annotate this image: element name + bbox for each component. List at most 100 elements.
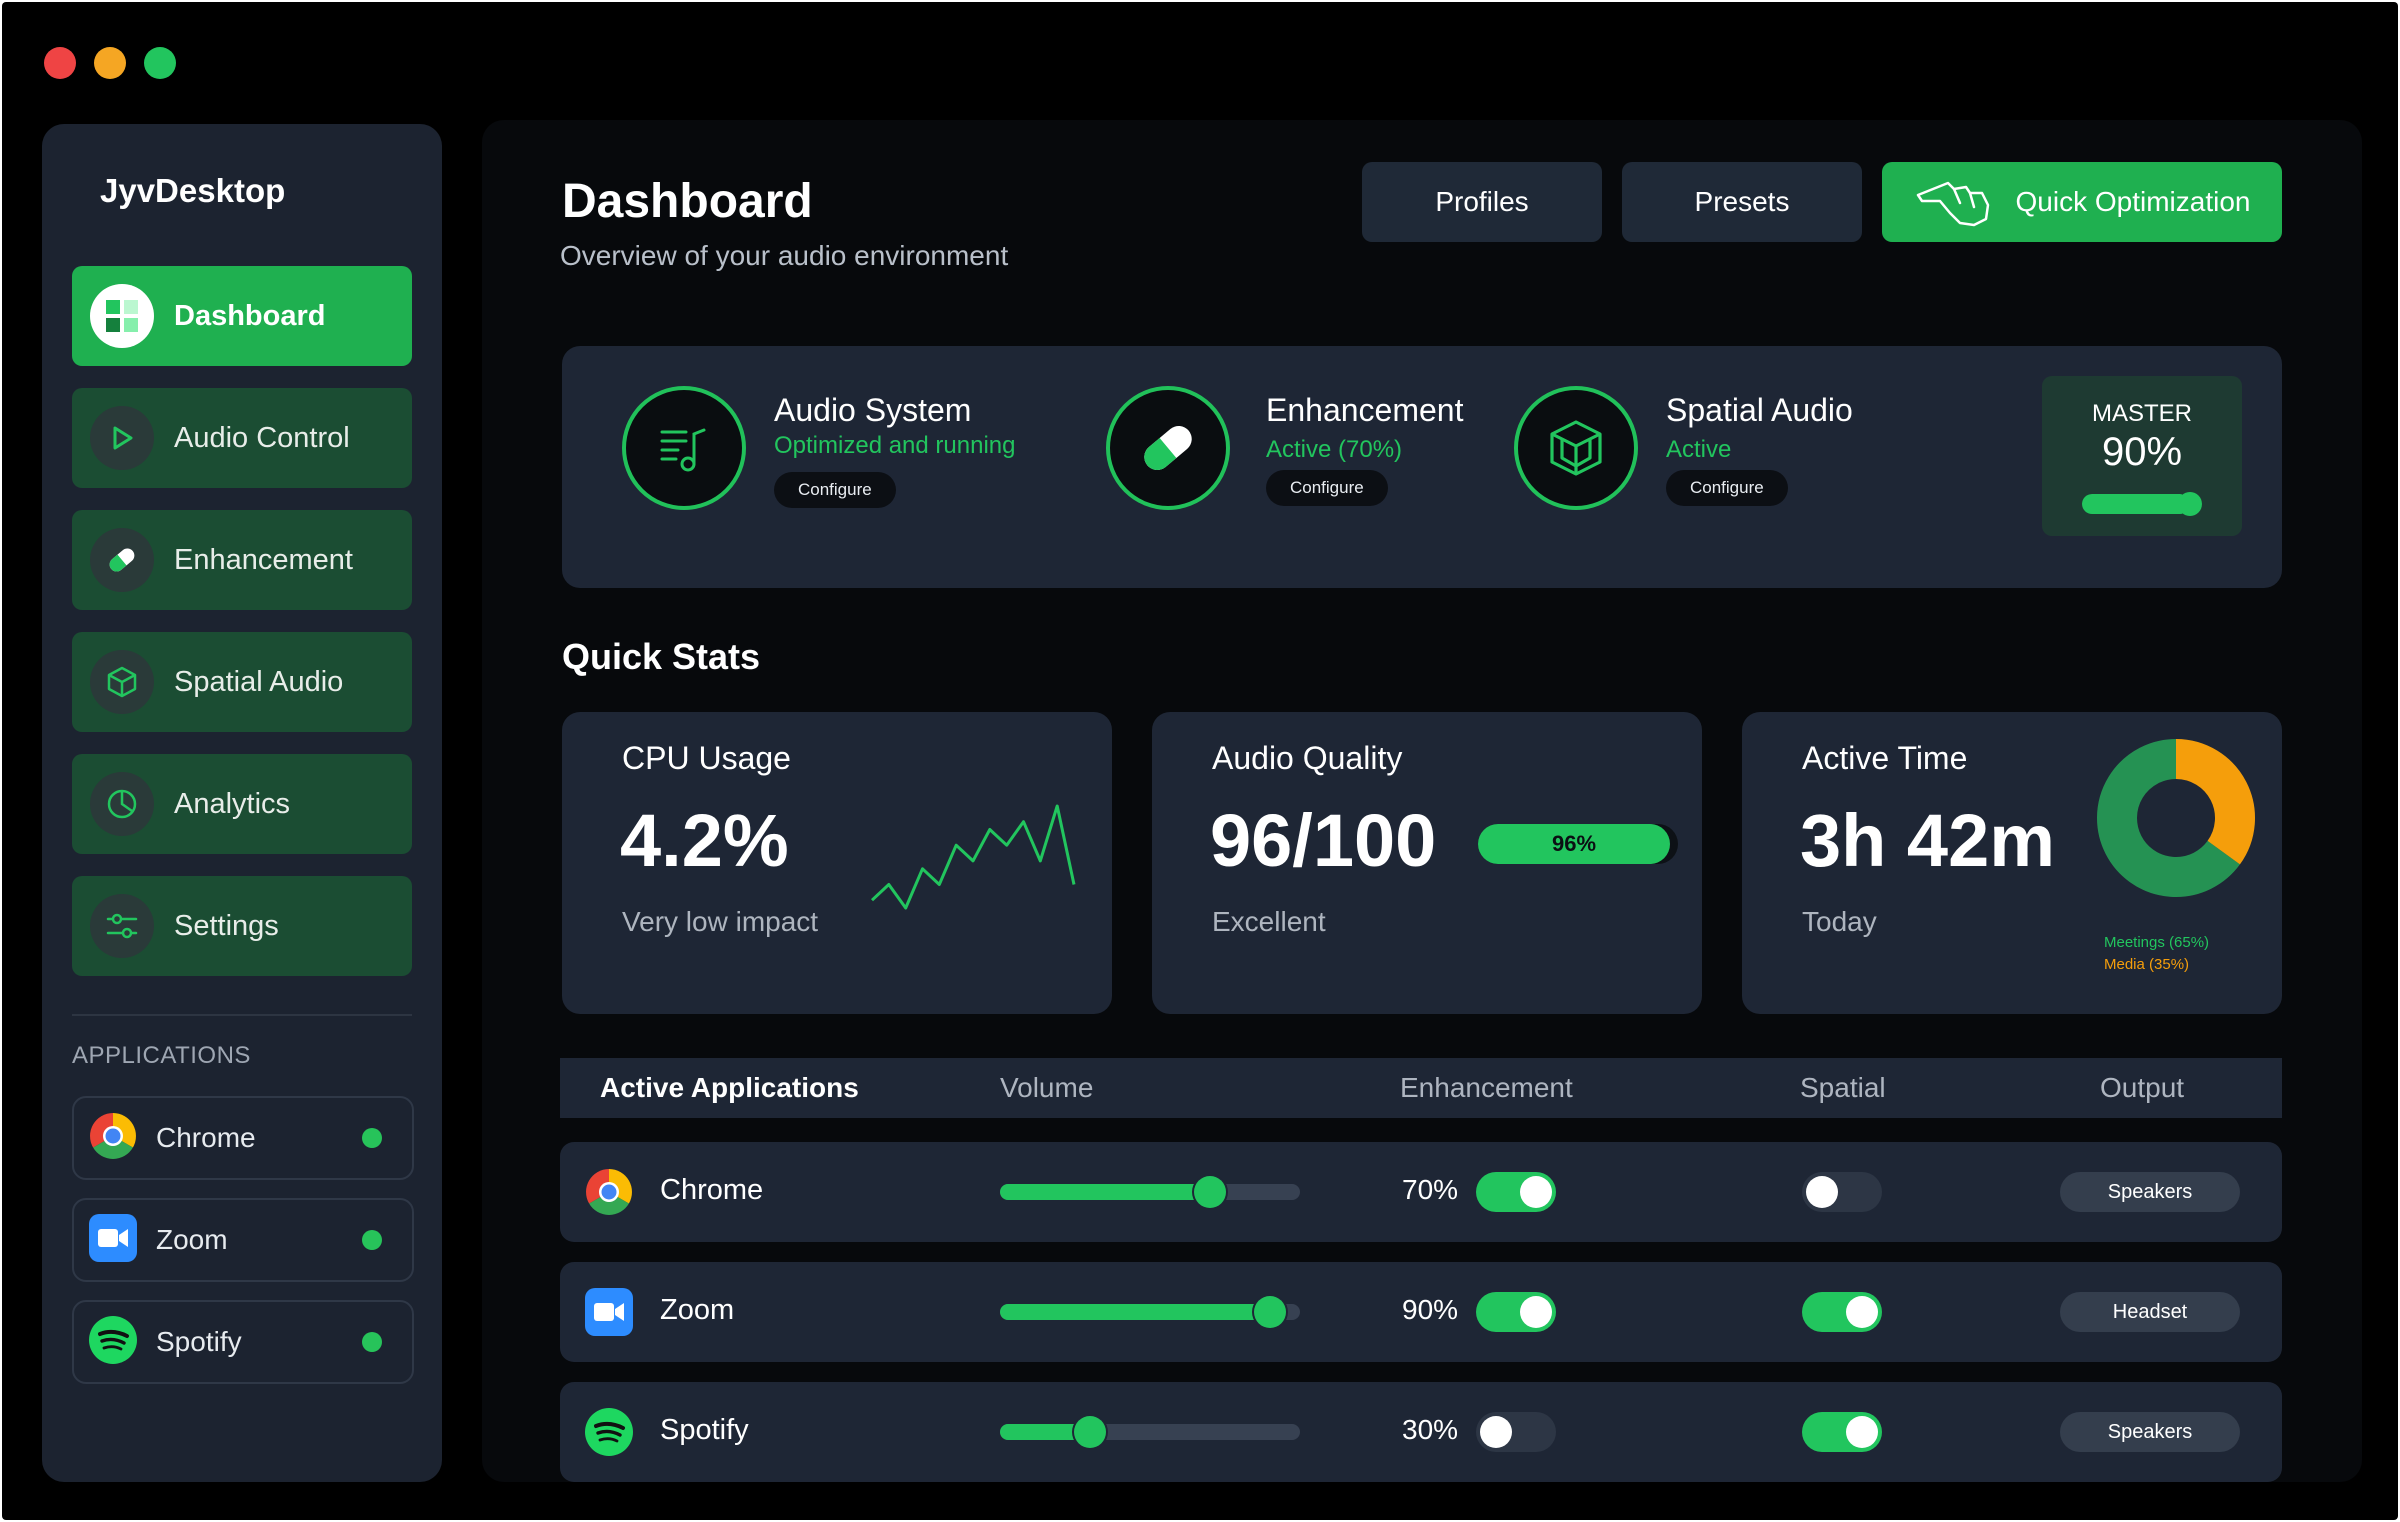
- sidebar-item-audio-control[interactable]: Audio Control: [72, 388, 412, 488]
- cpu-usage-value: 4.2%: [620, 799, 789, 882]
- master-volume-card: MASTER 90%: [2042, 376, 2242, 536]
- music-list-icon: [622, 386, 746, 510]
- quick-optimization-button[interactable]: Quick Optimization: [1882, 162, 2282, 242]
- audio-quality-sub: Excellent: [1212, 906, 1326, 937]
- app-name: Chrome: [660, 1174, 764, 1206]
- window-close-button[interactable]: [44, 47, 76, 79]
- spatial-toggle[interactable]: [1802, 1412, 1882, 1452]
- chrome-logo-icon: [88, 1111, 138, 1166]
- audio-quality-label: Audio Quality: [1212, 740, 1403, 776]
- audio-quality-bar: 96%: [1478, 824, 1678, 864]
- master-volume-slider[interactable]: [2082, 492, 2202, 516]
- audio-quality-fill: [1478, 824, 1670, 864]
- toggle-knob: [1846, 1296, 1878, 1328]
- pie-chart-icon: [90, 772, 154, 836]
- master-volume-knob[interactable]: [2178, 492, 2202, 516]
- quick-stats-title: Quick Stats: [562, 636, 761, 677]
- master-label: MASTER: [2091, 400, 2192, 427]
- sidebar-item-label: Spatial Audio: [174, 665, 344, 698]
- app-name: Zoom: [660, 1294, 735, 1326]
- audio-system-status: Optimized and running: [774, 432, 1016, 459]
- volume-slider[interactable]: [1000, 1416, 1300, 1448]
- audio-quality-value: 96/100: [1210, 799, 1437, 882]
- window-maximize-button[interactable]: [144, 47, 176, 79]
- audio-quality-card: Audio Quality 96/100 Excellent 96%: [1152, 712, 1702, 1014]
- online-status-dot: [362, 1230, 382, 1250]
- volume-knob[interactable]: [1254, 1296, 1286, 1328]
- cpu-sparkline-line: [870, 804, 1076, 910]
- hand-pointer-icon: [1914, 175, 1998, 229]
- applications-heading: APPLICATIONS: [72, 1042, 251, 1069]
- donut-segment-meetings: [2097, 739, 2240, 897]
- enhancement-configure-button[interactable]: Configure: [1266, 470, 1388, 506]
- online-status-dot: [362, 1128, 382, 1148]
- enhancement-toggle[interactable]: [1476, 1172, 1556, 1212]
- enhancement-status: Active (70%): [1266, 436, 1403, 463]
- cpu-usage-sub: Very low impact: [622, 906, 819, 937]
- volume-fill: [1000, 1184, 1210, 1200]
- spatial-audio-configure-button[interactable]: Configure: [1666, 470, 1788, 506]
- profiles-button[interactable]: Profiles: [1362, 162, 1602, 242]
- sidebar-item-dashboard[interactable]: Dashboard: [72, 266, 412, 366]
- legend-meetings: Meetings (65%): [2104, 934, 2210, 951]
- volume-knob[interactable]: [1074, 1416, 1106, 1448]
- output-device-button[interactable]: Speakers: [2060, 1412, 2240, 1452]
- toggle-knob: [1520, 1296, 1552, 1328]
- spatial-audio-title: Spatial Audio: [1666, 392, 1853, 428]
- enhancement-toggle[interactable]: [1476, 1292, 1556, 1332]
- active-time-label: Active Time: [1802, 740, 1968, 776]
- volume-slider[interactable]: [1000, 1296, 1300, 1328]
- dashboard-grid-icon: [90, 284, 154, 348]
- sidebar-app-spotify[interactable]: Spotify: [72, 1300, 414, 1384]
- spatial-audio-status: Active: [1666, 436, 1732, 463]
- output-device-button[interactable]: Headset: [2060, 1292, 2240, 1332]
- legend-media: Media (35%): [2104, 956, 2190, 973]
- output-device-button[interactable]: Speakers: [2060, 1172, 2240, 1212]
- audio-system-configure-button[interactable]: Configure: [774, 472, 896, 508]
- cube-icon: [1514, 386, 1638, 510]
- audio-system-title: Audio System: [774, 392, 972, 428]
- sidebar-item-analytics[interactable]: Analytics: [72, 754, 412, 854]
- enhancement-toggle[interactable]: [1476, 1412, 1556, 1452]
- spotify-logo-icon: [584, 1407, 634, 1462]
- volume-fill: [1000, 1304, 1270, 1320]
- play-icon: [90, 406, 154, 470]
- volume-knob[interactable]: [1194, 1176, 1226, 1208]
- donut-segment-media: [2175, 739, 2255, 865]
- toggle-knob: [1520, 1176, 1552, 1208]
- zoom-logo-icon: [584, 1287, 634, 1342]
- window-minimize-button[interactable]: [94, 47, 126, 79]
- pill-icon: [90, 528, 154, 592]
- master-value: 90%: [2101, 430, 2183, 474]
- spatial-toggle[interactable]: [1802, 1292, 1882, 1332]
- sidebar-app-chrome[interactable]: Chrome: [72, 1096, 414, 1180]
- sidebar-app-name: Chrome: [156, 1122, 256, 1153]
- sidebar-item-spatial-audio[interactable]: Spatial Audio: [72, 632, 412, 732]
- chrome-logo-icon: [584, 1167, 634, 1222]
- spotify-logo-icon: [88, 1315, 138, 1370]
- page-subtitle: Overview of your audio environment: [560, 240, 1009, 271]
- sidebar-item-enhancement[interactable]: Enhancement: [72, 510, 412, 610]
- sidebar-item-label: Analytics: [174, 787, 291, 820]
- table-row: Spotify 30% Speakers: [560, 1382, 2282, 1482]
- sidebar-app-zoom[interactable]: Zoom: [72, 1198, 414, 1282]
- enhancement-percent: 30%: [1402, 1414, 1459, 1445]
- volume-slider[interactable]: [1000, 1176, 1300, 1208]
- presets-button[interactable]: Presets: [1622, 162, 1862, 242]
- quick-optimization-label: Quick Optimization: [2015, 186, 2251, 217]
- audio-quality-bar-label: 96%: [1551, 831, 1597, 856]
- sidebar-app-name: Zoom: [156, 1224, 228, 1255]
- sidebar-item-label: Audio Control: [174, 421, 350, 454]
- table-row: Chrome 70% Speakers: [560, 1142, 2282, 1242]
- brand-name: JyvDesktop: [100, 172, 286, 209]
- cpu-usage-label: CPU Usage: [622, 740, 791, 776]
- toggle-knob: [1480, 1416, 1512, 1448]
- sidebar-item-settings[interactable]: Settings: [72, 876, 412, 976]
- sidebar-item-label: Dashboard: [174, 299, 326, 332]
- enhancement-title: Enhancement: [1266, 392, 1464, 428]
- header-spatial: Spatial: [1800, 1072, 1886, 1103]
- enhancement-percent: 70%: [1402, 1174, 1459, 1205]
- spatial-toggle[interactable]: [1802, 1172, 1882, 1212]
- sidebar-app-name: Spotify: [156, 1326, 242, 1357]
